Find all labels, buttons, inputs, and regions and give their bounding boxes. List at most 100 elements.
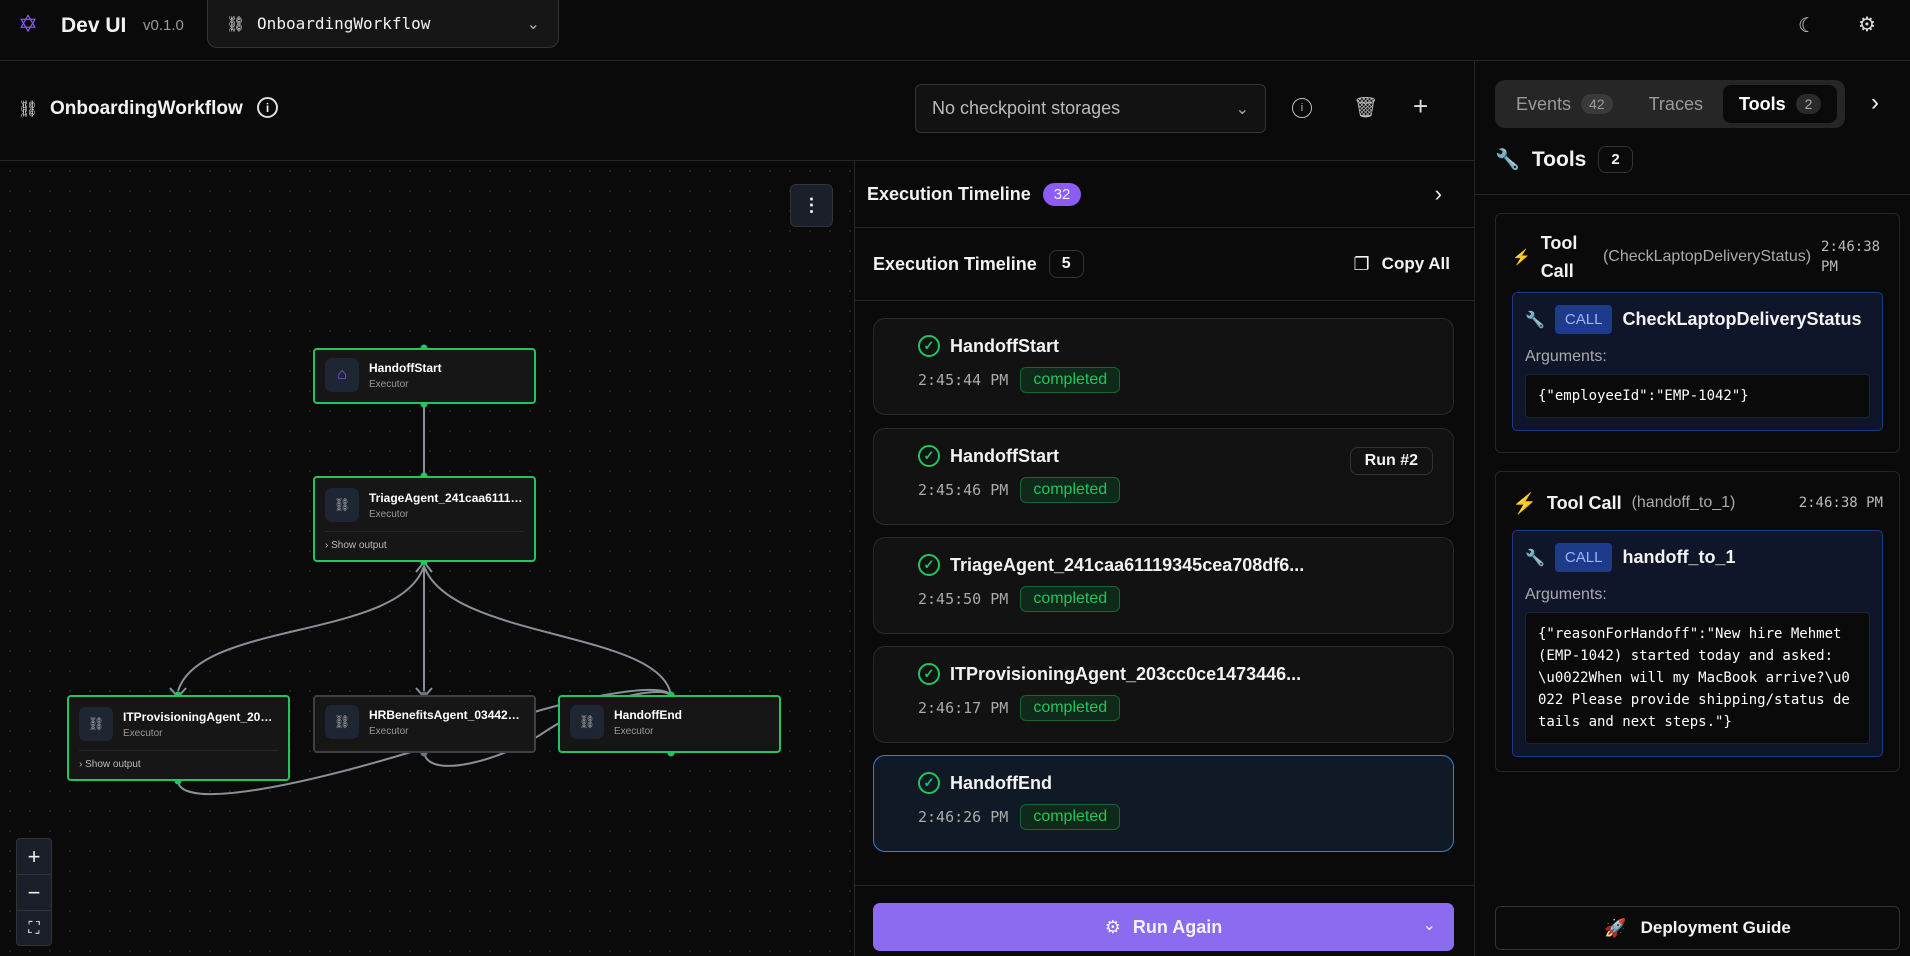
- chevron-down-icon: ⌄: [526, 15, 540, 33]
- status-badge: completed: [1020, 367, 1121, 393]
- right-panel: Events 42 Traces Tools 2 › 🔧 Tools 2 ⚡ Too…: [1474, 61, 1910, 956]
- timeline-item-time: 2:45:50 PM: [918, 590, 1009, 608]
- wrench-icon: 🔧: [1525, 311, 1545, 329]
- tab-count: 42: [1581, 94, 1613, 114]
- tool-call-time: 2:46:38 PM: [1821, 239, 1881, 275]
- arguments-code: {"reasonForHandoff":"New hire Mehmet (EM…: [1525, 612, 1870, 744]
- tab-events[interactable]: Events 42: [1500, 85, 1629, 123]
- show-output-toggle[interactable]: › Show output: [325, 531, 524, 551]
- arguments-label: Arguments:: [1525, 348, 1607, 365]
- call-badge: CALL: [1554, 543, 1613, 572]
- node-title: TriageAgent_241caa61119...: [369, 490, 524, 505]
- node-triage-agent[interactable]: ⛓ TriageAgent_241caa61119... Executor › S…: [313, 476, 536, 562]
- app-title: Dev UI: [61, 14, 127, 37]
- lightning-icon: ⚡: [1512, 492, 1537, 515]
- node-title: HRBenefitsAgent_03442a...: [369, 707, 524, 722]
- node-handoff-start[interactable]: ⌂ HandoffStart Executor: [313, 348, 536, 404]
- workflow-canvas[interactable]: ⋮ ⌂ HandoffStart Executor ⛓ TriageAgent_2…: [0, 161, 855, 956]
- logo-icon: ✡: [18, 11, 39, 38]
- tools-title: Tools: [1531, 147, 1587, 171]
- page-header: ⛓ OnboardingWorkflow i No checkpoint sto…: [0, 61, 1474, 161]
- timeline-subheader-title: Execution Timeline: [873, 253, 1037, 274]
- call-badge: CALL: [1554, 305, 1613, 334]
- tab-label: Traces: [1648, 93, 1703, 114]
- more-vertical-icon: ⋮: [802, 195, 821, 215]
- timeline-item-name: HandoffEnd: [950, 772, 1052, 793]
- timeline-item-name: HandoffStart: [950, 445, 1059, 466]
- show-output-label: Show output: [85, 759, 141, 770]
- checkpoint-info-icon[interactable]: i: [1292, 98, 1312, 118]
- theme-toggle-moon-icon[interactable]: ☾: [1798, 15, 1816, 37]
- node-handoff-end[interactable]: ⛓ HandoffEnd Executor: [558, 695, 781, 753]
- zoom-in-button[interactable]: +: [17, 839, 51, 875]
- timeline-item[interactable]: ✓ ITProvisioningAgent_203cc0ce1473446... …: [873, 646, 1454, 743]
- call-box: 🔧 CALL CheckLaptopDeliveryStatus Arguments…: [1512, 292, 1883, 431]
- node-hr-benefits-agent[interactable]: ⛓ HRBenefitsAgent_03442a... Executor: [313, 695, 536, 753]
- edge-end-triage: [423, 565, 672, 696]
- tool-call-card[interactable]: ⚡ Tool Call (CheckLaptopDeliveryStatus) …: [1495, 213, 1900, 453]
- expand-chevron-right-icon[interactable]: ›: [1871, 89, 1879, 116]
- timeline-sub-count: 5: [1048, 250, 1084, 278]
- status-badge: completed: [1020, 586, 1121, 612]
- check-circle-icon: ✓: [918, 554, 940, 576]
- arguments-code: {"employeeId":"EMP-1042"}: [1525, 374, 1870, 418]
- check-circle-icon: ✓: [918, 445, 940, 467]
- divider: [1475, 194, 1910, 195]
- zoom-controls: + − ⛶: [16, 838, 52, 946]
- workflow-icon: ⛓: [79, 707, 113, 741]
- deployment-guide-button[interactable]: 🚀 Deployment Guide: [1495, 906, 1900, 950]
- workflow-icon: ⛓: [226, 15, 246, 33]
- node-title: ITProvisioningAgent_203c...: [123, 709, 278, 724]
- check-circle-icon: ✓: [918, 335, 940, 357]
- call-function-name: CheckLaptopDeliveryStatus: [1622, 309, 1862, 329]
- tool-call-time: 2:46:38 PM: [1798, 495, 1883, 511]
- tools-header: 🔧 Tools 2: [1495, 146, 1633, 173]
- timeline-item-name: ITProvisioningAgent_203cc0ce1473446...: [950, 663, 1302, 684]
- tool-call-card[interactable]: ⚡ Tool Call (handoff_to_1) 2:46:38 PM 🔧 C…: [1495, 471, 1900, 772]
- run-again-button[interactable]: ⚙ Run Again ⌄: [873, 903, 1454, 951]
- tab-label: Tools: [1738, 93, 1786, 114]
- arguments-label: Arguments:: [1525, 586, 1607, 603]
- workflow-select[interactable]: ⛓ OnboardingWorkflow ⌄: [207, 0, 559, 48]
- node-title: HandoffStart: [369, 360, 442, 375]
- tool-call-name: (CheckLaptopDeliveryStatus): [1602, 248, 1812, 265]
- top-bar: ✡ Dev UI v0.1.0 ⛓ OnboardingWorkflow ⌄ ☾…: [0, 0, 1910, 61]
- checkpoint-storage-select[interactable]: No checkpoint storages ⌄: [915, 84, 1266, 133]
- timeline-count-badge: 32: [1042, 182, 1082, 206]
- fit-view-button[interactable]: ⛶: [28, 920, 40, 937]
- chevron-down-icon: ⌄: [1235, 100, 1249, 118]
- tool-call-label: Tool Call: [1546, 492, 1622, 513]
- tab-tools[interactable]: Tools 2: [1722, 85, 1838, 123]
- info-icon[interactable]: i: [257, 97, 278, 118]
- add-plus-icon[interactable]: +: [1413, 91, 1429, 121]
- tab-traces[interactable]: Traces: [1633, 85, 1719, 123]
- node-subtitle: Executor: [123, 727, 163, 739]
- node-it-provisioning-agent[interactable]: ⛓ ITProvisioningAgent_203c... Executor › …: [67, 695, 290, 781]
- copy-icon: ❐: [1353, 253, 1370, 274]
- timeline-item-time: 2:46:17 PM: [918, 699, 1009, 717]
- zoom-out-button[interactable]: −: [17, 875, 51, 911]
- trash-icon[interactable]: 🗑: [1353, 97, 1379, 119]
- deployment-guide-label: Deployment Guide: [1640, 918, 1791, 937]
- workflow-icon: ⛓: [325, 705, 359, 739]
- show-output-toggle[interactable]: › Show output: [79, 750, 278, 770]
- timeline-item[interactable]: ✓ HandoffEnd 2:46:26 PM completed: [873, 755, 1454, 852]
- copy-all-button[interactable]: ❐ Copy All: [1354, 254, 1450, 275]
- settings-gear-icon[interactable]: ⚙: [1858, 14, 1876, 36]
- run-badge: Run #2: [1349, 447, 1433, 475]
- collapse-chevron-right-icon[interactable]: ›: [1434, 181, 1442, 206]
- timeline-item[interactable]: ✓ HandoffStart 2:45:46 PM completed Run #2: [873, 428, 1454, 525]
- edge-hr-end: [423, 691, 672, 767]
- timeline-item-name: TriageAgent_241caa61119345cea708df6...: [950, 554, 1305, 575]
- run-again-label: Run Again: [1132, 916, 1223, 937]
- workflow-icon: ⛓: [325, 488, 359, 522]
- check-circle-icon: ✓: [918, 663, 940, 685]
- tab-label: Events: [1516, 93, 1572, 114]
- tools-count: 2: [1598, 146, 1633, 173]
- canvas-menu-button[interactable]: ⋮: [790, 184, 833, 227]
- chevron-down-icon[interactable]: ⌄: [1422, 917, 1436, 934]
- node-subtitle: Executor: [369, 508, 409, 520]
- home-icon: ⌂: [325, 358, 359, 392]
- timeline-item[interactable]: ✓ HandoffStart 2:45:44 PM completed: [873, 318, 1454, 415]
- timeline-item[interactable]: ✓ TriageAgent_241caa61119345cea708df6... …: [873, 537, 1454, 634]
